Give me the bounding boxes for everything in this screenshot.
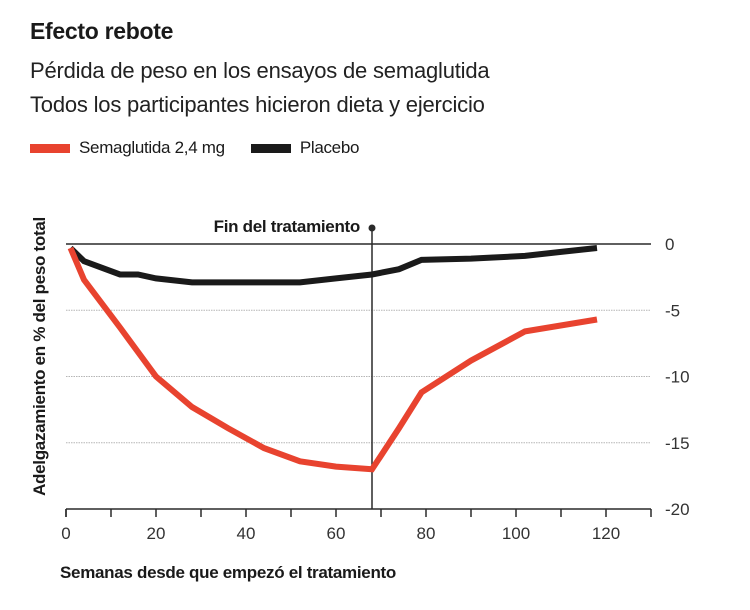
legend-item-semaglutide: Semaglutida 2,4 mg [30,138,225,158]
y-tick-label: -20 [665,500,690,519]
series-group [67,245,598,473]
x-tick-label: 0 [61,524,70,543]
series-line-semaglutide [67,246,598,473]
legend: Semaglutida 2,4 mg Placebo [30,138,385,158]
annotation-label: Fin del tratamiento [214,217,360,236]
chart-subtitle-1: Pérdida de peso en los ensayos de semagl… [30,58,490,83]
y-axis: 0 -5 -10 -15 -20 [665,235,690,519]
x-tick-label: 100 [502,524,530,543]
legend-item-placebo: Placebo [250,138,360,158]
y-axis-title: Adelgazamiento en % del peso total [30,217,49,496]
chart-subtitle-2: Todos los participantes hicieron dieta y… [30,92,485,117]
legend-swatch-placebo [250,143,291,153]
x-tick-label: 80 [417,524,436,543]
y-tick-label: -15 [665,434,690,453]
legend-label-semaglutide: Semaglutida 2,4 mg [79,138,225,157]
y-tick-label: 0 [665,235,674,254]
legend-label-placebo: Placebo [299,138,360,157]
x-tick-label: 60 [327,524,346,543]
grid-lines [66,243,651,444]
legend-swatch-semaglutide [30,143,70,153]
series-line-placebo [68,245,598,286]
y-tick-label: -10 [665,368,690,387]
x-tick-label: 120 [592,524,620,543]
chart-title: Efecto rebote [30,18,174,44]
y-tick-label: -5 [665,301,680,320]
x-axis: 0 20 40 60 80 100 120 [61,508,652,543]
treatment-end-dot [368,224,376,232]
x-axis-title: Semanas desde que empezó el tratamiento [60,563,396,582]
x-tick-label: 20 [147,524,166,543]
x-tick-label: 40 [237,524,256,543]
